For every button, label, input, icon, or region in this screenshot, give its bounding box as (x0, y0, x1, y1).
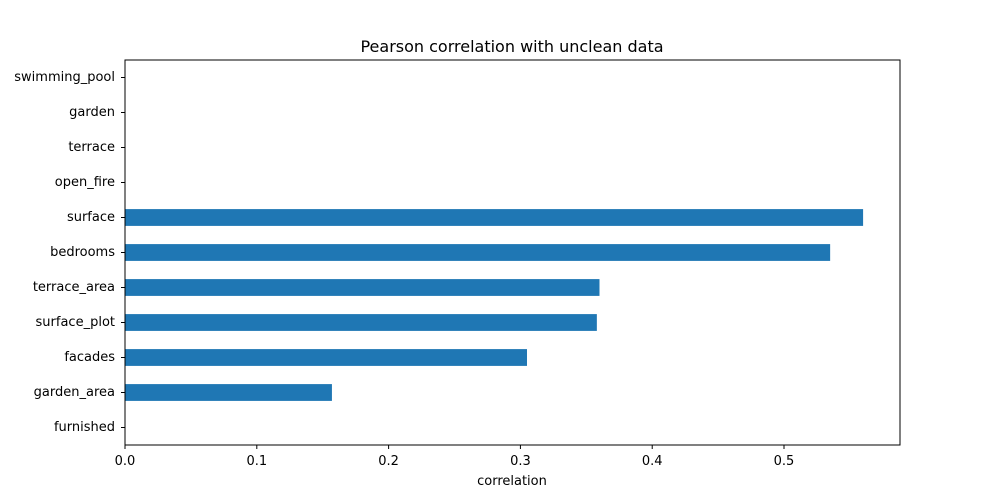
chart-title: Pearson correlation with unclean data (360, 37, 663, 56)
y-tick-label: swimming_pool (14, 70, 115, 85)
bar-surface (125, 209, 864, 226)
x-axis-ticks: 0.0 0.1 0.2 0.3 0.4 0.5 (115, 445, 795, 469)
y-tick-label: terrace_area (33, 280, 115, 295)
bar-garden-area (125, 384, 332, 401)
x-tick-label: 0.2 (378, 454, 399, 469)
y-tick-label: bedrooms (50, 245, 115, 260)
y-tick-label: garden (69, 105, 115, 120)
x-tick-label: 0.4 (642, 454, 663, 469)
y-tick-label: furnished (54, 420, 115, 435)
bar-terrace-area (125, 279, 600, 296)
y-tick-label: open_fire (55, 175, 115, 190)
plot-frame (124, 59, 901, 446)
x-tick-label: 0.0 (115, 454, 136, 469)
bar-facades (125, 349, 527, 366)
bar-surface-plot (125, 314, 597, 331)
x-tick-label: 0.5 (774, 454, 795, 469)
bar-bedrooms (125, 244, 831, 261)
x-tick-label: 0.1 (246, 454, 267, 469)
y-tick-label: facades (64, 350, 115, 365)
x-tick-label: 0.3 (510, 454, 531, 469)
y-tick-label: surface_plot (36, 315, 115, 330)
x-axis-label: correlation (477, 474, 547, 489)
y-tick-label: garden_area (34, 385, 115, 400)
bars-group (125, 209, 864, 401)
y-tick-label: surface (67, 210, 115, 225)
y-tick-label: terrace (68, 140, 115, 155)
